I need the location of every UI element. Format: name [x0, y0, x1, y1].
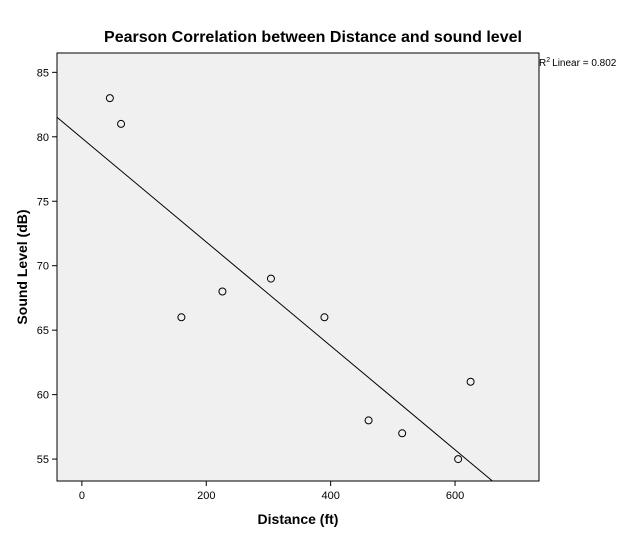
data-points: [105, 94, 475, 464]
data-point: [466, 377, 475, 386]
y-axis: 55 60 65 70 75 80 85: [37, 67, 57, 466]
plot-area: [56, 52, 540, 482]
data-point: [177, 313, 186, 322]
data-point: [454, 455, 463, 464]
r2-prefix: R: [539, 58, 546, 69]
y-tick-label: 65: [37, 325, 49, 337]
y-tick-label: 75: [37, 196, 49, 208]
r2-label: Linear = 0.802: [552, 58, 617, 69]
x-tick-label: 400: [321, 490, 339, 502]
data-point: [364, 416, 373, 425]
x-tick-label: 200: [197, 490, 215, 502]
y-tick-label: 60: [37, 390, 49, 402]
y-tick-label: 80: [37, 132, 49, 144]
x-axis-label: Distance (ft): [258, 511, 339, 527]
y-axis-label: Sound Level (dB): [14, 209, 30, 324]
data-point: [105, 94, 114, 103]
regression-line: [56, 116, 493, 482]
y-tick-label: 70: [37, 261, 49, 273]
data-point: [398, 429, 407, 438]
x-axis: 0 200 400 600: [79, 481, 464, 502]
data-point: [218, 287, 227, 296]
y-tick-label: 85: [37, 67, 49, 79]
data-point: [266, 274, 275, 283]
r2-superscript: 2: [546, 57, 550, 64]
x-tick-label: 0: [79, 490, 85, 502]
chart-title: Pearson Correlation between Distance and…: [104, 29, 522, 46]
data-point: [320, 313, 329, 322]
x-tick-label: 600: [446, 490, 464, 502]
r2-annotation: R2 Linear = 0.802: [539, 57, 617, 69]
data-point: [117, 119, 126, 128]
y-tick-label: 55: [37, 454, 49, 466]
